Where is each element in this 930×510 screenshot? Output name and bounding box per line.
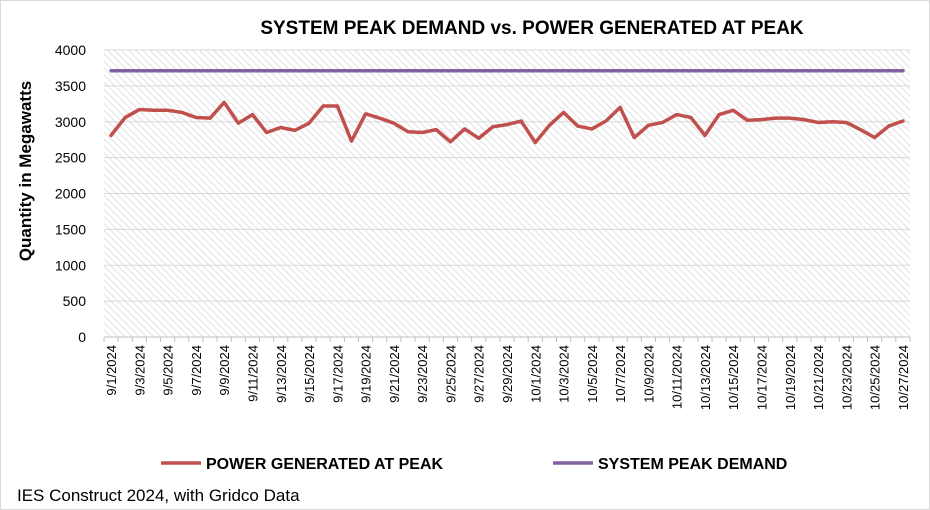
x-tick-label: 10/13/2024 [698,345,713,410]
x-tick-label: 10/19/2024 [783,345,798,410]
x-tick-label: 9/7/2024 [189,345,204,396]
legend-label-power-generated: POWER GENERATED AT PEAK [206,456,443,473]
x-tick-label: 10/21/2024 [811,345,826,410]
x-tick-label: 9/27/2024 [472,345,487,403]
series-lines [109,69,905,145]
x-tick-label: 10/1/2024 [528,345,543,403]
axes [103,336,911,342]
chart-title: SYSTEM PEAK DEMAND vs. POWER GENERATED A… [260,18,804,39]
x-tick-label: 9/23/2024 [415,345,430,403]
y-tick-label: 500 [63,293,87,309]
y-tick-label: 2000 [55,186,86,202]
x-tick-label: 10/27/2024 [896,345,911,410]
x-tick-label: 10/17/2024 [755,345,770,410]
x-tick-label: 9/5/2024 [161,345,176,396]
series-line-power-generated [109,100,905,145]
legend-label-system-peak-demand: SYSTEM PEAK DEMAND [598,456,787,473]
x-tick-label: 10/23/2024 [839,345,854,410]
x-tick-label: 9/3/2024 [132,345,147,396]
gridlines [104,49,910,302]
x-tick-label: 9/25/2024 [443,345,458,403]
y-tick-label: 4000 [55,42,86,58]
x-tick-label: 10/9/2024 [641,345,656,403]
y-tick-label: 0 [78,329,86,345]
y-tick-label: 3000 [55,114,86,130]
x-tick-label: 9/21/2024 [387,345,402,403]
y-tick-label: 3500 [55,78,86,94]
x-tick-label: 10/15/2024 [726,345,741,410]
y-tick-label: 2500 [55,150,86,166]
x-tick-label: 9/19/2024 [359,345,374,403]
x-tick-label: 10/7/2024 [613,345,628,403]
x-tick-label: 10/25/2024 [868,345,883,410]
x-tick-label: 10/5/2024 [585,345,600,403]
x-tick-label: 9/13/2024 [274,345,289,403]
y-axis-label: Quantity in Megawatts [16,81,35,261]
y-tick-labels: 0 500 1000 1500 2000 2500 3000 3500 4000 [55,42,86,345]
x-tick-label: 9/17/2024 [330,345,345,403]
source-note: IES Construct 2024, with Gridco Data [17,486,300,505]
y-tick-label: 1000 [55,257,86,273]
x-tick-label: 9/11/2024 [245,345,260,402]
x-tick-label: 9/9/2024 [217,345,232,396]
legend: POWER GENERATED AT PEAK SYSTEM PEAK DEMA… [161,456,787,473]
x-tick-label: 9/29/2024 [500,345,515,403]
y-tick-label: 1500 [55,221,86,237]
x-tick-label: 9/15/2024 [302,345,317,403]
x-tick-labels: 9/1/2024 9/3/2024 9/5/2024 9/7/2024 9/9/2024… [104,345,911,410]
x-tick-label: 10/11/2024 [670,345,685,409]
x-tick-label: 10/3/2024 [557,345,572,403]
x-tick-label: 9/1/2024 [104,345,119,396]
